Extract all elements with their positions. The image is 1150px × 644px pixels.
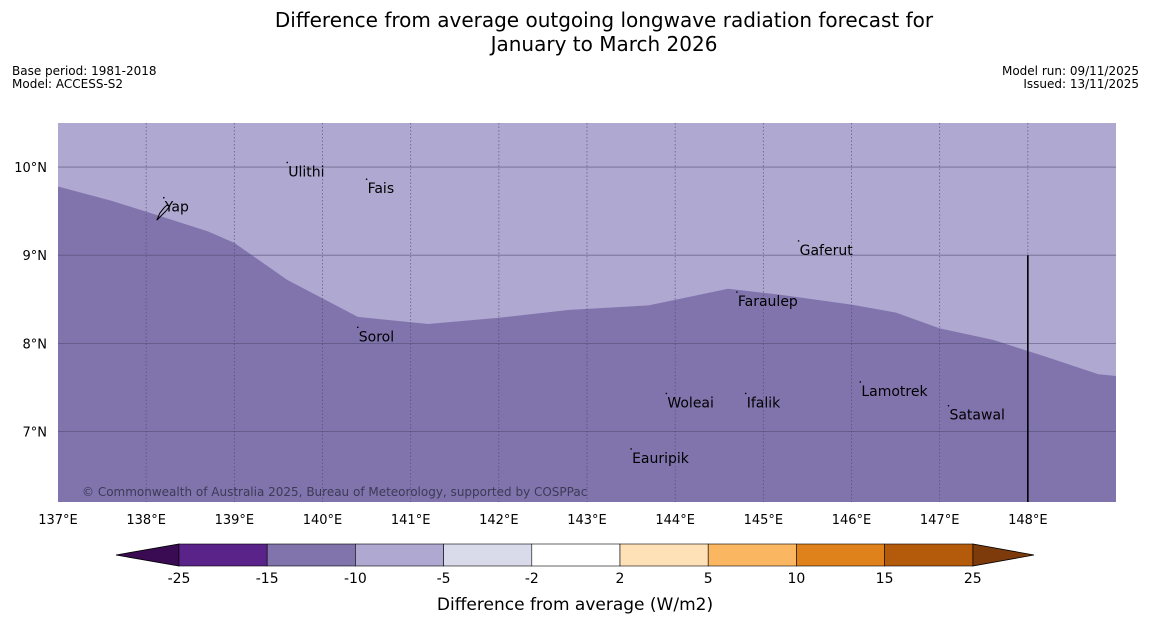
island-marker: [286, 161, 289, 164]
island-label: Fais: [368, 181, 395, 197]
colorbar-tick-label: -25: [168, 571, 191, 587]
island-label: Satawal: [949, 408, 1004, 424]
title-line-1: Difference from average outgoing longwav…: [274, 8, 934, 32]
colorbar-tick-label: -5: [437, 571, 451, 587]
island-label: Ifalik: [747, 395, 781, 411]
island-label: Faraulep: [738, 294, 798, 310]
longitude-tick-label: 147°E: [920, 513, 960, 528]
colorbar-tick-label: -10: [344, 571, 367, 587]
island-label: Yap: [164, 200, 189, 216]
base-period: Base period: 1981-2018: [12, 64, 157, 78]
island-label: Woleai: [667, 395, 714, 411]
meta-left: Base period: 1981-2018 Model: ACCESS-S2: [12, 65, 157, 91]
model-name: Model: ACCESS-S2: [12, 77, 124, 91]
longitude-tick-label: 140°E: [303, 513, 343, 528]
longitude-tick-label: 143°E: [567, 513, 607, 528]
longitude-tick-label: 145°E: [744, 513, 784, 528]
colorbar-segment: [884, 543, 974, 567]
colorbar-tick-label: -2: [525, 571, 539, 587]
colorbar-segment: [266, 543, 356, 567]
latitude-tick-label: 8°N: [23, 337, 48, 352]
longitude-tick-label: 139°E: [215, 513, 255, 528]
island-marker: [736, 291, 738, 293]
longitude-tick-label: 144°E: [655, 513, 695, 528]
colorbar-title: Difference from average (W/m2): [437, 595, 713, 615]
issued-date: Issued: 13/11/2025: [1023, 77, 1139, 91]
island-label: Ulithi: [288, 164, 324, 180]
title-line-2: January to March 2026: [490, 32, 718, 56]
colorbar-tick-label: 15: [876, 571, 894, 587]
island-marker: [744, 392, 747, 395]
island-marker: [859, 381, 862, 383]
latitude-tick-label: 9°N: [23, 249, 48, 264]
island-marker: [797, 240, 800, 242]
island-marker: [665, 392, 668, 395]
colorbar-tick-label: -15: [256, 571, 279, 587]
island-label: Sorol: [359, 329, 394, 345]
colorbar-under-triangle: [115, 543, 180, 567]
colorbar-segment: [531, 543, 621, 567]
map: 137°E 138°E 139°E 140°E 141°E 142°E 143°E 144°E…: [14, 123, 1116, 615]
island-marker: [947, 404, 950, 407]
colorbar-tick-label: 2: [616, 571, 625, 587]
colorbar-segment: [178, 543, 268, 567]
latitude-tick-label: 10°N: [14, 161, 47, 176]
copyright-text: © Commonwealth of Australia 2025, Bureau…: [82, 485, 587, 499]
colorbar-segment: [796, 543, 885, 567]
map-area: 137°E 138°E 139°E 140°E 141°E 142°E 143°E 144°E…: [14, 123, 1116, 528]
longitude-tick-label: 146°E: [832, 513, 872, 528]
longitude-tick-label: 138°E: [126, 513, 166, 528]
island-marker: [356, 326, 359, 329]
island-marker: [163, 196, 165, 199]
colorbar-tick-label: 25: [964, 571, 982, 587]
island-marker: [630, 448, 632, 450]
meta-right: Model run: 09/11/2025 Issued: 13/11/2025: [1002, 65, 1139, 91]
longitude-tick-label: 148°E: [1008, 513, 1048, 528]
colorbar-tick-label: 10: [787, 571, 805, 587]
longitude-tick-label: 137°E: [38, 513, 78, 528]
colorbar-segment: [619, 543, 709, 567]
model-run: Model run: 09/11/2025: [1001, 64, 1139, 78]
chart-title: Difference from average outgoing longwav…: [0, 8, 1150, 56]
longitude-tick-label: 142°E: [479, 513, 519, 528]
island-marker: [365, 178, 368, 181]
longitude-tick-label: 141°E: [391, 513, 431, 528]
colorbar-segment: [707, 543, 797, 567]
island-label: Lamotrek: [861, 384, 928, 400]
island-label: Eauripik: [632, 451, 690, 467]
yap-island-shape: [156, 204, 171, 221]
colorbar-segment: [355, 543, 444, 567]
latitude-tick-label: 7°N: [23, 425, 48, 440]
island-label: Gaferut: [800, 243, 854, 259]
colorbar-over-triangle: [972, 543, 1035, 567]
colorbar-segment: [443, 543, 533, 567]
colorbar-tick-label: 5: [704, 571, 713, 587]
